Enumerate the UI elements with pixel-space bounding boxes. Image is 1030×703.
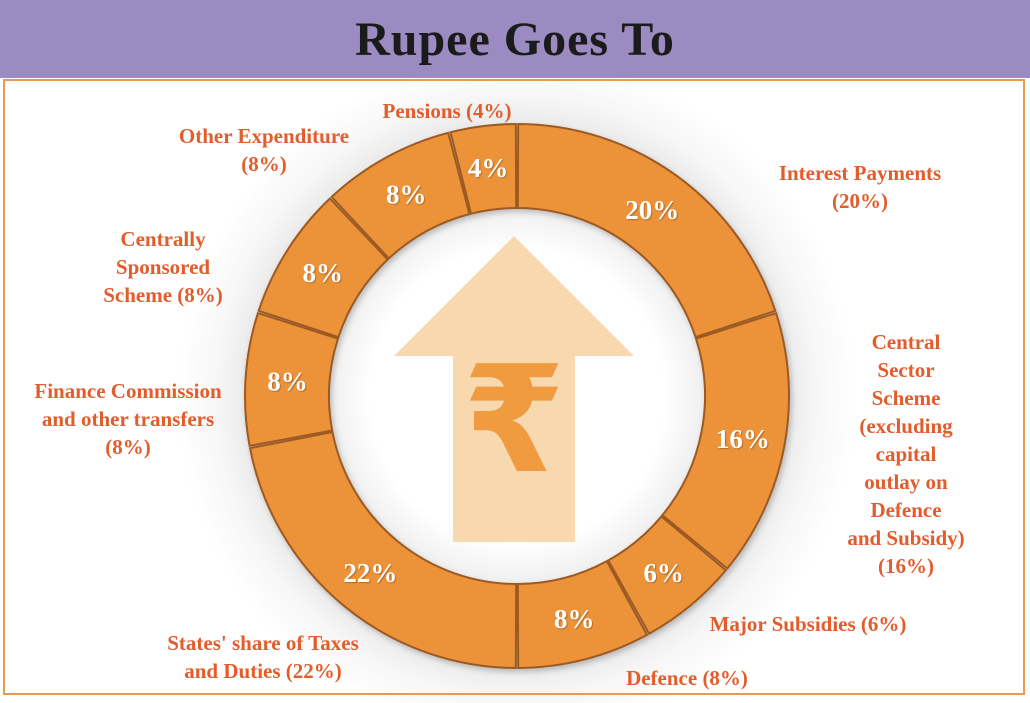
donut-segment-3 [516, 559, 649, 670]
donut-segment-6 [257, 197, 390, 339]
page-title: Rupee Goes To [355, 12, 675, 66]
rupee-symbol-icon: ₹ [463, 334, 566, 506]
segment-value-label: 6% [643, 558, 684, 588]
segment-label: Major Subsidies (6%) [709, 612, 907, 636]
title-banner: Rupee Goes To [0, 0, 1030, 78]
segment-value-label: 8% [386, 179, 427, 209]
up-arrow-icon [394, 236, 634, 542]
segment-label: Other Expenditure (8%) [178, 124, 350, 176]
segment-label: Central Sector Scheme (excluding capital… [847, 330, 965, 578]
donut-segment-5 [244, 311, 340, 447]
segment-value-label: 8% [267, 367, 308, 397]
segment-label: Finance Commission and other transfers (… [34, 379, 222, 459]
donut-segment-7 [330, 131, 471, 260]
segment-value-label: 16% [716, 424, 770, 454]
donut-segment-2 [606, 515, 728, 636]
segment-label: Interest Payments (20%) [778, 161, 942, 213]
segment-label: Pensions (4%) [382, 99, 512, 123]
donut-segment-8 [449, 122, 518, 215]
segment-label: Centrally Sponsored Scheme (8%) [103, 227, 223, 307]
segment-value-label: 8% [554, 604, 595, 634]
segment-value-label: 4% [468, 153, 509, 183]
rupee-up-arrow: ₹ [394, 236, 634, 542]
donut-segment-1 [660, 311, 790, 570]
segment-label: Defence (8%) [626, 666, 748, 690]
segment-value-label: 8% [303, 258, 344, 288]
segment-value-label: 20% [625, 195, 679, 225]
segment-value-label: 22% [343, 558, 397, 588]
segment-label: States' share of Taxes and Duties (22%) [167, 631, 359, 683]
donut-segment-0 [516, 122, 777, 339]
donut-segment-4 [248, 430, 518, 670]
